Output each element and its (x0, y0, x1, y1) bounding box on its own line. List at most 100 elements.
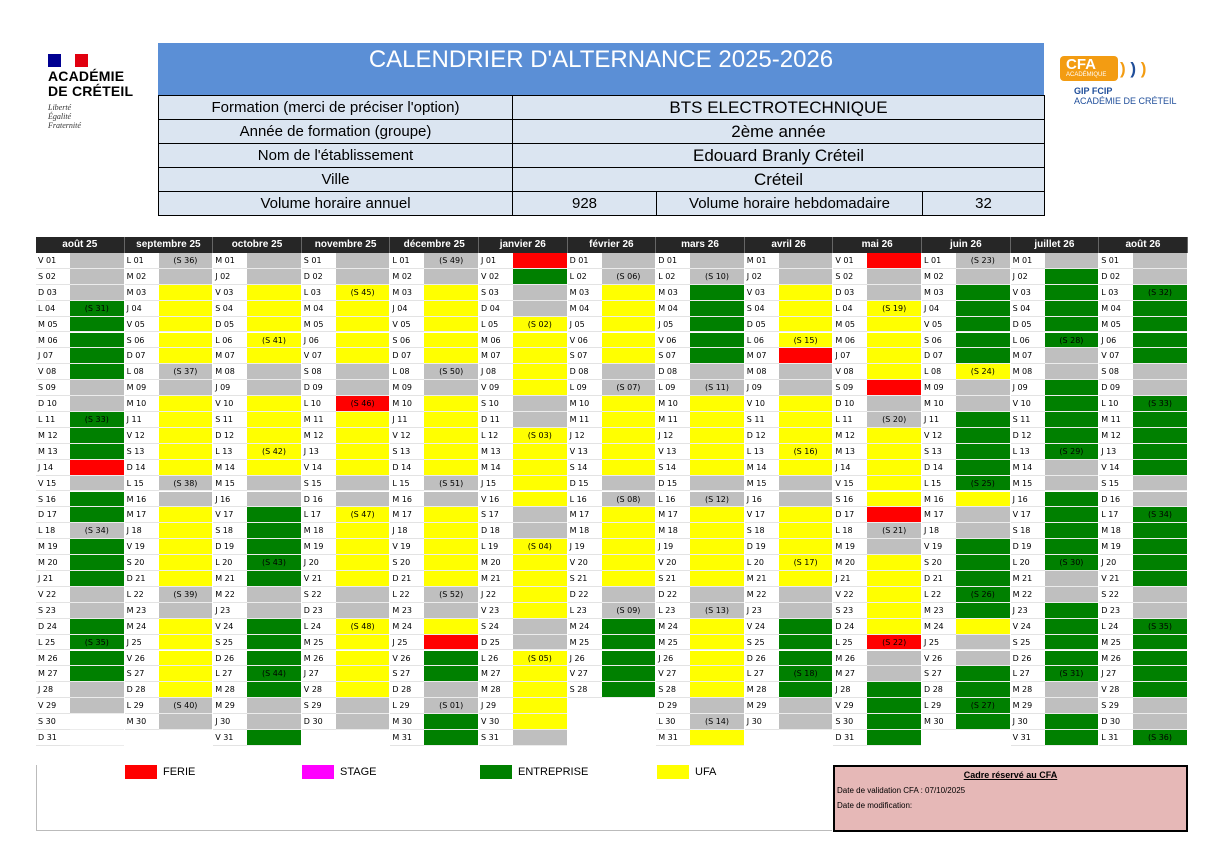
day-label: M 21 (1010, 571, 1045, 587)
day-label: S 03 (479, 285, 513, 301)
day-label: D 08 (656, 364, 691, 381)
day-cell (867, 380, 921, 397)
day-label: S 06 (922, 333, 956, 349)
day-cell (335, 586, 390, 603)
day-cell (1044, 491, 1099, 508)
day-label: V 13 (656, 444, 691, 460)
annual-volume-value: 928 (512, 191, 657, 216)
day-cell (335, 682, 390, 699)
day-cell (424, 523, 478, 540)
day-cell (335, 475, 390, 492)
day-cell (424, 650, 478, 667)
day-cell (778, 475, 833, 492)
day-cell (1044, 348, 1099, 365)
day-cell (956, 650, 1010, 667)
day-label: V 31 (213, 730, 248, 746)
day-label: M 18 (656, 523, 691, 540)
day-cell (601, 268, 656, 285)
day-cell (690, 507, 744, 524)
day-cell (601, 427, 656, 444)
day-label: S 08 (301, 364, 336, 381)
week-label: (S 48) (350, 621, 375, 631)
day-cell (690, 602, 744, 619)
day-cell (778, 427, 833, 444)
day-cell (424, 364, 478, 381)
day-cell (1044, 523, 1099, 540)
day-label: S 06 (124, 333, 159, 349)
day-cell (867, 459, 921, 476)
day-cell (778, 618, 833, 635)
day-label: L 11 (36, 412, 70, 428)
day-cell (70, 586, 124, 603)
day-label: J 29 (479, 698, 513, 715)
day-cell (158, 475, 213, 492)
day-label: M 01 (744, 253, 779, 269)
day-label: S 30 (833, 714, 868, 730)
month-header: septembre 25 (124, 237, 214, 253)
day-label: L 13 (213, 444, 248, 460)
day-cell (247, 268, 301, 285)
day-cell (513, 666, 567, 683)
day-label: M 18 (567, 523, 602, 540)
week-label: (S 33) (84, 415, 109, 424)
day-label: V 10 (1010, 396, 1045, 412)
day-label: J 23 (1010, 603, 1045, 619)
day-cell (1044, 412, 1099, 428)
day-label: M 12 (301, 428, 336, 444)
day-cell (1133, 539, 1187, 556)
day-label: L 03 (1099, 285, 1134, 301)
day-cell (247, 284, 301, 301)
day-cell (690, 475, 744, 492)
day-label: J 04 (390, 301, 425, 317)
day-cell (335, 698, 390, 715)
day-cell (70, 459, 124, 476)
day-cell (424, 555, 478, 571)
day-label: L 22 (390, 587, 425, 603)
day-label: V 20 (567, 555, 602, 571)
day-label: D 17 (36, 507, 70, 524)
day-cell (1133, 380, 1187, 397)
day-cell (247, 555, 301, 571)
day-label: J 25 (390, 635, 425, 651)
day-label: M 03 (124, 285, 159, 301)
day-cell (601, 316, 656, 333)
day-cell (513, 491, 567, 508)
day-label: V 19 (390, 539, 425, 556)
day-label: L 20 (1010, 555, 1045, 571)
day-label: M 25 (656, 635, 691, 651)
day-label: V 12 (124, 428, 159, 444)
day-cell (690, 268, 744, 285)
day-label: L 01 (124, 253, 159, 269)
day-label: J 12 (656, 428, 691, 444)
day-cell (70, 571, 124, 587)
day-label: M 09 (922, 380, 956, 397)
day-label: V 01 (833, 253, 868, 269)
info-row: Formation (merci de préciser l'option) B… (158, 95, 1046, 120)
academy-name: ACADÉMIE DE CRÉTEIL (48, 68, 134, 99)
day-cell (778, 682, 833, 699)
day-label: M 28 (213, 682, 248, 699)
day-label: S 22 (301, 587, 336, 603)
day-cell (424, 253, 478, 269)
day-label: J 22 (479, 587, 513, 603)
day-label: V 26 (390, 651, 425, 667)
day-label: D 03 (833, 285, 868, 301)
day-label: S 04 (744, 301, 779, 317)
day-label: J 01 (479, 253, 513, 269)
day-cell (956, 698, 1010, 715)
day-label: V 14 (301, 460, 336, 476)
day-label: M 05 (1099, 317, 1134, 333)
day-label: L 27 (1010, 666, 1045, 683)
week-label: (S 17) (793, 558, 818, 568)
day-cell (690, 364, 744, 381)
day-cell (335, 316, 390, 333)
day-cell (1133, 443, 1187, 460)
day-label: L 20 (213, 555, 248, 571)
day-label: M 15 (1010, 476, 1045, 492)
day-label: D 17 (833, 507, 868, 524)
day-label: M 16 (922, 492, 956, 508)
day-cell (1133, 316, 1187, 333)
day-label: M 28 (1010, 682, 1045, 699)
day-cell (956, 666, 1010, 683)
day-label: L 01 (922, 253, 956, 269)
